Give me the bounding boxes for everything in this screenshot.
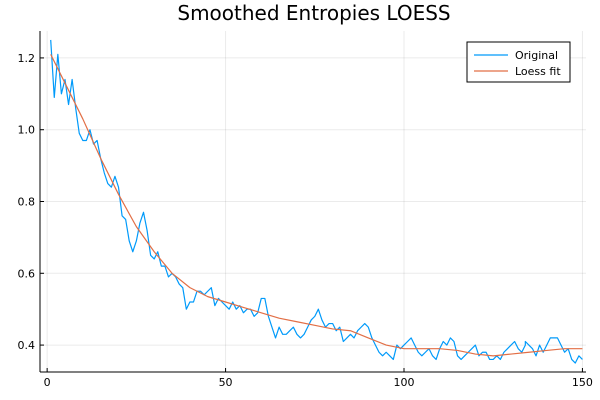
series-line-original [50, 39, 583, 364]
chart-title: Smoothed Entropies LOESS [177, 1, 450, 25]
axes: 0 50 100 150 0.4 0.6 0.8 1.0 1.2 [18, 31, 593, 389]
series-line-loess-fit [50, 54, 583, 357]
y-tick-label: 0.8 [18, 196, 36, 209]
legend-box [466, 41, 571, 83]
legend: Original Loess fit [466, 41, 571, 83]
x-tick-label: 0 [44, 376, 51, 389]
y-tick-label: 1.0 [18, 124, 36, 137]
x-tick-label: 50 [219, 376, 233, 389]
y-tick-label: 0.4 [18, 339, 36, 352]
y-tick-label: 0.6 [18, 267, 36, 280]
x-tick-label: 100 [394, 376, 415, 389]
y-tick-label: 1.2 [18, 52, 36, 65]
legend-label-original: Original [515, 49, 558, 62]
series-layer [50, 39, 583, 364]
legend-label-loess-fit: Loess fit [515, 65, 561, 78]
x-tick-label: 150 [572, 376, 593, 389]
